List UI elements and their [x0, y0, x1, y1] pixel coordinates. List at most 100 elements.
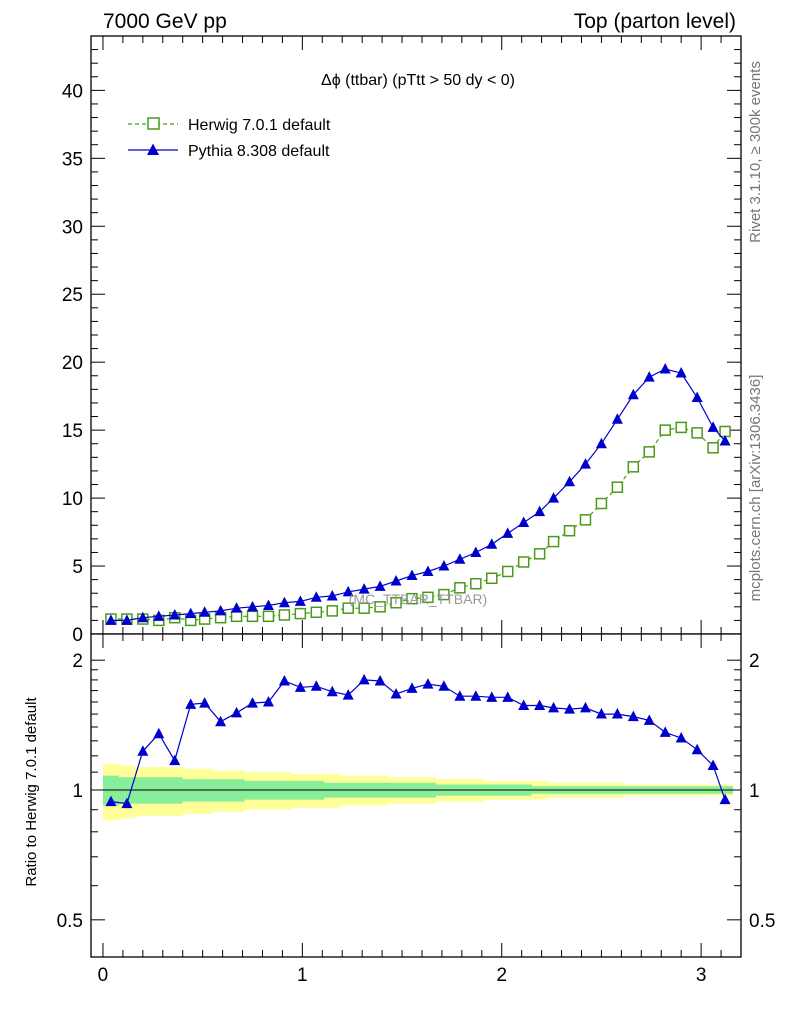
main-y-tick-label: 15	[62, 421, 83, 442]
pythia-point	[454, 553, 466, 564]
ratio-pythia-point	[390, 687, 402, 699]
ratio-pythia-point	[185, 698, 197, 709]
pythia-point	[215, 604, 227, 616]
ratio-x-tick-label: 3	[696, 965, 707, 986]
pythia-point	[342, 585, 354, 597]
main-y-tick-label: 20	[62, 353, 83, 374]
legend-herwig-marker	[147, 117, 160, 130]
ratio-pythia-point	[278, 674, 290, 686]
herwig-point	[659, 424, 671, 436]
herwig-point	[358, 602, 370, 614]
ratio-pythia-point	[294, 681, 306, 692]
ratio-pythia-point	[153, 727, 165, 739]
herwig-point	[278, 609, 291, 621]
ratio-x-tick-label: 0	[98, 965, 109, 986]
ratio-pythia-point	[231, 706, 243, 718]
main-y-tick-label: 40	[62, 81, 83, 102]
herwig-point	[691, 427, 703, 439]
herwig-point	[406, 592, 418, 605]
herwig-point	[326, 605, 339, 617]
ratio-y-tick-label: 2	[72, 651, 83, 672]
ratio-y-tick-label-right: 1	[749, 781, 760, 802]
pythia-point	[247, 600, 259, 612]
pythia-point	[643, 371, 655, 382]
pythia-point	[121, 614, 133, 625]
ratio-pythia-point	[121, 797, 133, 809]
herwig-point	[454, 582, 466, 594]
herwig-point	[294, 607, 307, 620]
herwig-point	[390, 596, 402, 609]
ratio-pythia-point	[310, 680, 322, 691]
herwig-point	[246, 610, 259, 623]
pythia-point	[278, 596, 290, 608]
pythia-point	[390, 574, 402, 586]
ratio-x-tick-label: 1	[297, 965, 308, 986]
ratio-pythia-point	[595, 708, 607, 719]
pythia-point	[659, 362, 671, 374]
ratio-y-axis-label: Ratio to Herwig 7.0.1 default	[23, 697, 40, 887]
herwig-point	[230, 610, 243, 623]
herwig-point	[547, 535, 560, 548]
ratio-pythia-point	[486, 691, 498, 702]
main-y-tick-label: 25	[62, 285, 83, 306]
ratio-y-tick-label: 0.5	[57, 911, 83, 932]
pythia-point	[105, 614, 117, 625]
pythia-point	[169, 608, 181, 620]
ratio-pythia-point	[215, 715, 227, 727]
herwig-point	[643, 446, 656, 458]
herwig-line	[110, 426, 726, 622]
ratio-pythia-point	[659, 726, 671, 737]
herwig-point	[533, 548, 546, 560]
ratio-pythia-point	[691, 743, 703, 755]
ratio-pythia-point	[454, 690, 466, 701]
ratio-pythia-point	[326, 685, 338, 697]
ratio-pythia-point	[137, 745, 149, 756]
herwig-point	[675, 421, 687, 434]
pythia-point	[422, 565, 434, 576]
herwig-point	[719, 425, 731, 438]
herwig-point	[563, 524, 576, 537]
ratio-pythia-point	[262, 695, 274, 707]
pythia-point	[548, 492, 560, 503]
pythia-point	[153, 610, 165, 621]
pythia-point	[518, 516, 530, 528]
ratio-y-tick-label-right: 0.5	[749, 911, 775, 932]
pythia-point	[199, 606, 211, 617]
ratio-y-tick-label: 1	[72, 781, 83, 802]
header-left: 7000 GeV pp	[103, 10, 227, 33]
pythia-point	[611, 413, 623, 424]
pythia-point	[564, 475, 576, 487]
herwig-point	[501, 565, 514, 578]
herwig-point	[517, 556, 530, 568]
herwig-point	[374, 601, 386, 613]
main-frame	[90, 35, 742, 635]
main-y-tick-label: 35	[62, 149, 83, 170]
ratio-y-tick-label-right: 2	[749, 651, 760, 672]
analysis-watermark: (MC_TTBAR_TTBAR)	[349, 591, 487, 607]
ratio-pythia-point	[247, 697, 259, 708]
rivet-label: Rivet 3.1.10, ≥ 300k events	[747, 61, 764, 243]
ratio-pythia-point	[548, 701, 560, 713]
ratio-pythia-point	[470, 690, 482, 701]
herwig-point	[595, 497, 608, 510]
herwig-point	[438, 588, 450, 601]
ratio-pythia-point	[502, 691, 514, 702]
herwig-point	[707, 442, 719, 454]
herwig-point	[310, 606, 323, 619]
pythia-point	[595, 437, 607, 449]
ratio-pythia-line	[110, 679, 726, 805]
main-y-tick-label: 0	[72, 625, 83, 646]
pythia-point	[294, 595, 306, 606]
main-y-tick-label: 5	[72, 557, 83, 578]
pythia-point	[627, 388, 639, 400]
ratio-pythia-point	[199, 697, 211, 708]
pythia-point	[137, 611, 149, 623]
ratio-pythia-point	[342, 689, 354, 700]
herwig-point	[486, 572, 498, 585]
ratio-pythia-point	[719, 793, 731, 805]
pythia-point	[534, 505, 546, 517]
herwig-point	[611, 481, 624, 493]
ratio-pythia-point	[643, 714, 655, 725]
herwig-point	[342, 602, 354, 614]
pythia-point	[707, 421, 719, 432]
